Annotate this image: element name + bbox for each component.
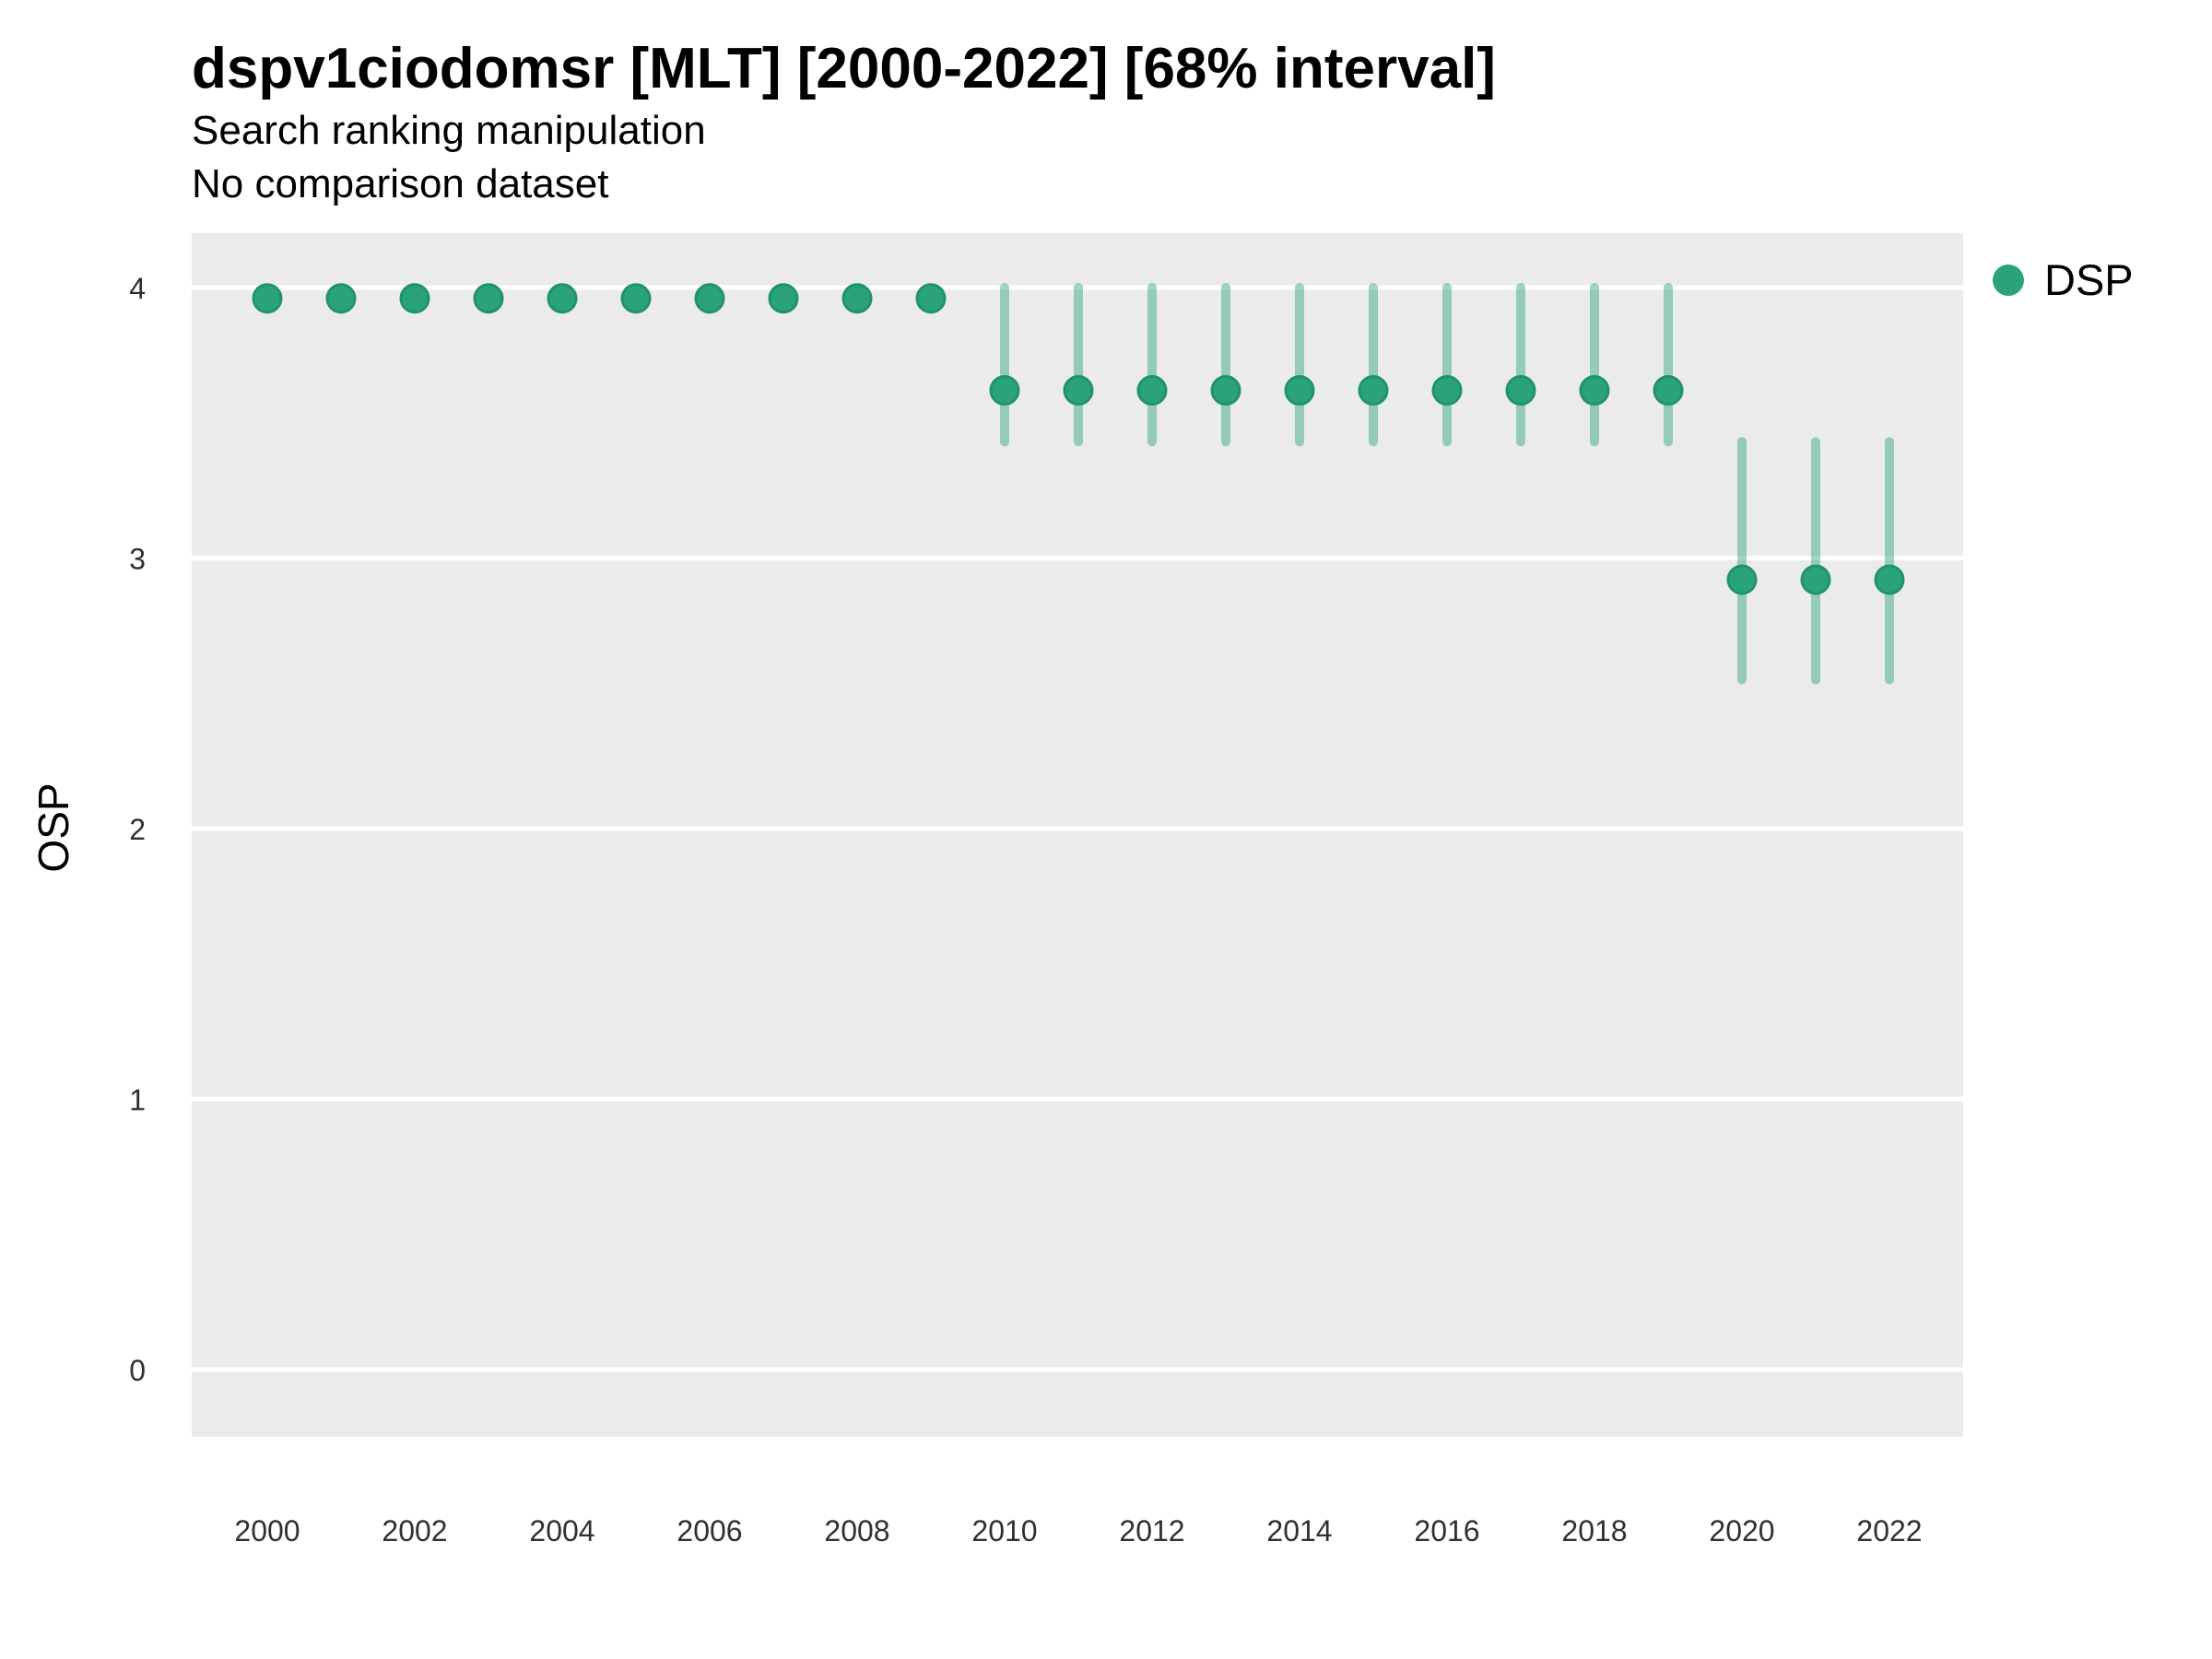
chart-subtitle-2: No comparison dataset (192, 161, 609, 206)
x-tick-label-2010: 2010 (971, 1514, 1037, 1547)
point-DSP-2021 (1800, 564, 1831, 595)
x-tick-label-2022: 2022 (1856, 1514, 1922, 1547)
point-DSP-2007 (768, 283, 799, 314)
point-DSP-2005 (620, 283, 652, 314)
point-DSP-2006 (694, 283, 725, 314)
y-tick-label-2: 2 (129, 813, 146, 846)
point-DSP-2009 (915, 283, 947, 314)
point-DSP-2010 (989, 375, 1020, 406)
x-tick-label-2014: 2014 (1266, 1514, 1332, 1547)
point-DSP-2001 (325, 283, 357, 314)
chart-title: dspv1ciodomsr [MLT] [2000-2022] [68% int… (192, 37, 1496, 100)
point-DSP-2003 (473, 283, 504, 314)
point-DSP-2022 (1874, 564, 1905, 595)
y-tick-label-1: 1 (129, 1084, 146, 1117)
point-DSP-2011 (1063, 375, 1094, 406)
legend: DSP (1993, 254, 2134, 305)
x-tick-label-2012: 2012 (1119, 1514, 1184, 1547)
y-axis-title: OSP (29, 782, 77, 873)
plot-panel (192, 233, 1963, 1437)
y-tick-label-4: 4 (129, 272, 146, 305)
point-DSP-2017 (1505, 375, 1536, 406)
x-tick-label-2002: 2002 (382, 1514, 447, 1547)
point-DSP-2004 (547, 283, 578, 314)
x-tick-label-2004: 2004 (529, 1514, 594, 1547)
point-DSP-2013 (1210, 375, 1241, 406)
x-tick-label-2000: 2000 (234, 1514, 300, 1547)
x-tick-label-2020: 2020 (1709, 1514, 1774, 1547)
y-tick-label-3: 3 (129, 543, 146, 576)
y-tick-label-0: 0 (129, 1354, 146, 1387)
point-DSP-2020 (1726, 564, 1758, 595)
point-DSP-2016 (1431, 375, 1463, 406)
point-DSP-2015 (1358, 375, 1389, 406)
point-DSP-2019 (1653, 375, 1684, 406)
x-tick-label-2016: 2016 (1414, 1514, 1479, 1547)
chart-subtitle: Search ranking manipulation (192, 108, 706, 153)
point-DSP-2008 (841, 283, 873, 314)
legend-label: DSP (2044, 255, 2134, 304)
x-tick-label-2008: 2008 (824, 1514, 889, 1547)
point-DSP-2012 (1136, 375, 1168, 406)
x-tick-label-2018: 2018 (1561, 1514, 1627, 1547)
point-DSP-2000 (252, 283, 283, 314)
x-tick-label-2006: 2006 (677, 1514, 742, 1547)
legend-point-icon (1993, 264, 2024, 296)
point-DSP-2018 (1579, 375, 1610, 406)
point-DSP-2014 (1284, 375, 1315, 406)
point-DSP-2002 (399, 283, 430, 314)
